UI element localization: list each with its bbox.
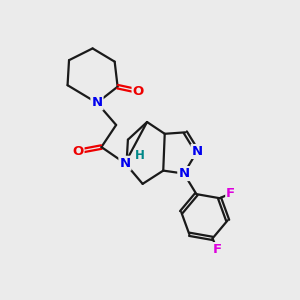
Text: N: N [191, 145, 203, 158]
Text: O: O [72, 145, 83, 158]
Text: N: N [119, 157, 130, 170]
Text: O: O [133, 85, 144, 98]
Text: N: N [178, 167, 189, 180]
Text: N: N [92, 96, 103, 110]
Text: H: H [135, 149, 145, 162]
Text: F: F [212, 243, 221, 256]
Text: F: F [226, 187, 236, 200]
